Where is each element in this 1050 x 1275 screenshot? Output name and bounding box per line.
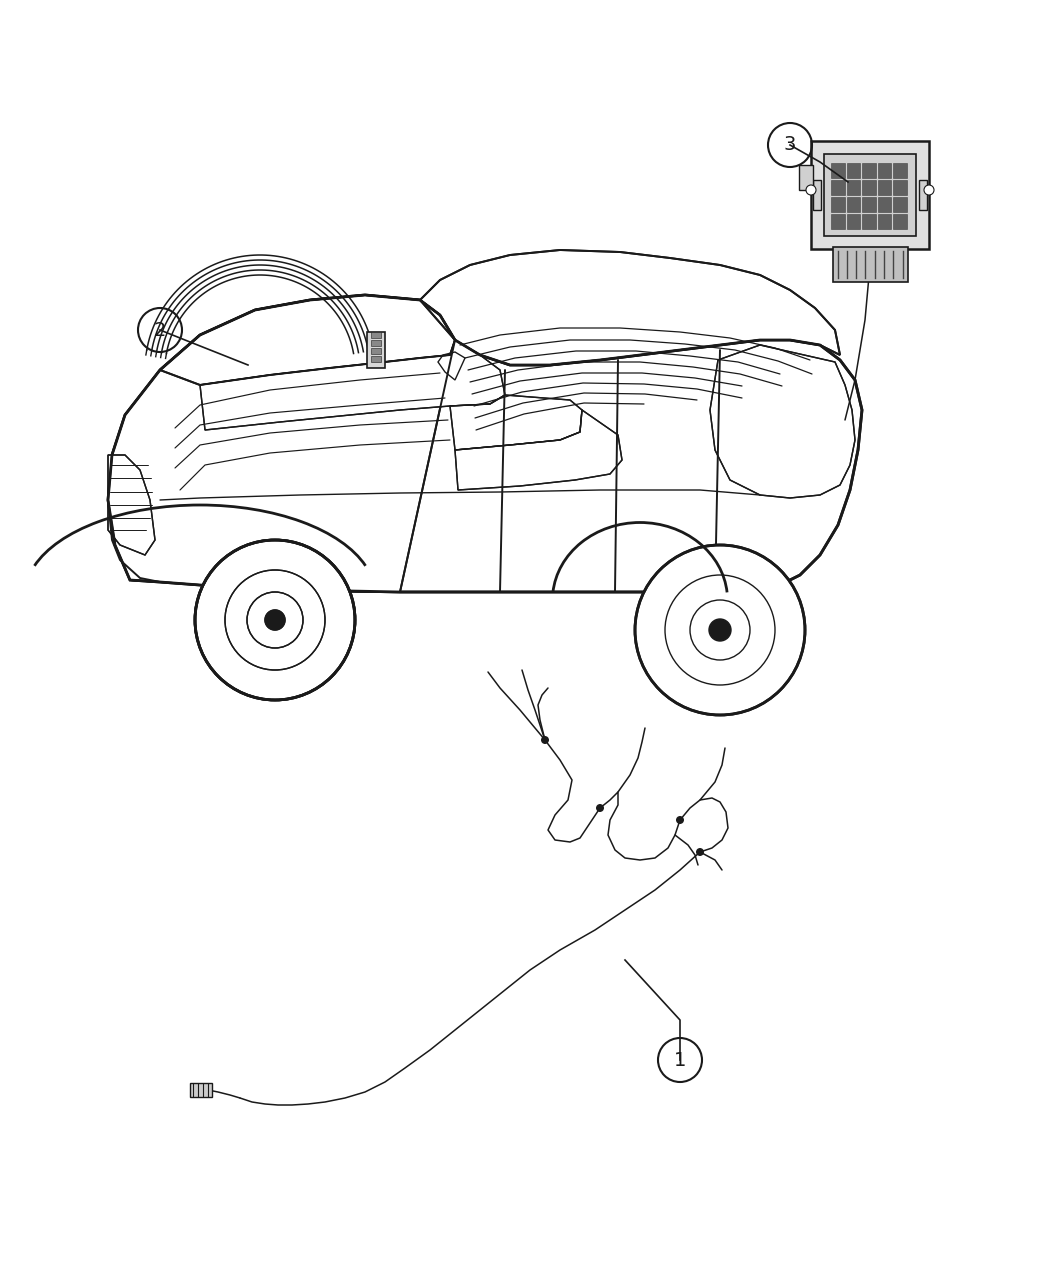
Circle shape — [596, 805, 604, 812]
FancyBboxPatch shape — [846, 163, 860, 179]
FancyBboxPatch shape — [894, 214, 907, 230]
FancyBboxPatch shape — [824, 154, 916, 236]
FancyBboxPatch shape — [846, 180, 860, 195]
FancyBboxPatch shape — [878, 163, 891, 179]
Polygon shape — [160, 295, 455, 385]
FancyBboxPatch shape — [368, 332, 385, 368]
Text: 1: 1 — [674, 1051, 687, 1070]
Polygon shape — [200, 340, 505, 430]
FancyBboxPatch shape — [833, 247, 907, 282]
FancyBboxPatch shape — [878, 180, 891, 195]
Circle shape — [541, 736, 549, 745]
Circle shape — [265, 609, 285, 630]
FancyBboxPatch shape — [811, 142, 929, 249]
Circle shape — [265, 609, 285, 630]
FancyBboxPatch shape — [878, 198, 891, 212]
FancyBboxPatch shape — [813, 180, 821, 210]
Text: 3: 3 — [783, 135, 796, 154]
FancyBboxPatch shape — [831, 198, 844, 212]
FancyBboxPatch shape — [831, 214, 844, 230]
Text: 2: 2 — [153, 320, 166, 339]
FancyBboxPatch shape — [894, 163, 907, 179]
FancyBboxPatch shape — [919, 180, 927, 210]
Circle shape — [195, 541, 355, 700]
FancyBboxPatch shape — [894, 198, 907, 212]
FancyBboxPatch shape — [372, 356, 381, 362]
FancyBboxPatch shape — [894, 180, 907, 195]
FancyBboxPatch shape — [862, 163, 876, 179]
Circle shape — [696, 848, 704, 856]
Polygon shape — [108, 295, 455, 592]
Polygon shape — [450, 395, 582, 450]
Polygon shape — [710, 346, 855, 499]
FancyBboxPatch shape — [372, 332, 381, 338]
FancyBboxPatch shape — [862, 214, 876, 230]
Polygon shape — [455, 411, 622, 490]
Circle shape — [806, 185, 816, 195]
Circle shape — [709, 618, 731, 641]
FancyBboxPatch shape — [878, 214, 891, 230]
FancyBboxPatch shape — [846, 198, 860, 212]
FancyBboxPatch shape — [831, 180, 844, 195]
FancyBboxPatch shape — [831, 163, 844, 179]
FancyBboxPatch shape — [190, 1082, 212, 1096]
Circle shape — [676, 816, 684, 824]
Circle shape — [924, 185, 934, 195]
FancyBboxPatch shape — [846, 214, 860, 230]
Polygon shape — [108, 455, 155, 555]
Circle shape — [635, 544, 805, 715]
FancyBboxPatch shape — [862, 180, 876, 195]
FancyBboxPatch shape — [862, 198, 876, 212]
FancyBboxPatch shape — [372, 348, 381, 354]
FancyBboxPatch shape — [372, 340, 381, 346]
Polygon shape — [108, 295, 862, 595]
Polygon shape — [420, 250, 840, 365]
FancyBboxPatch shape — [799, 164, 813, 190]
